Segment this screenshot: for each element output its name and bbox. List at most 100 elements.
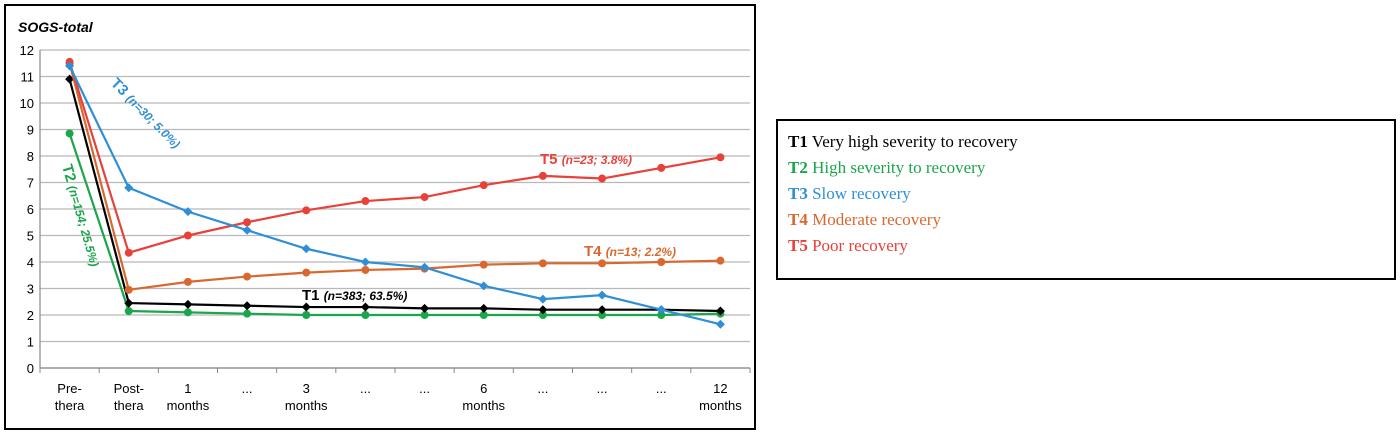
y-tick-label: 1 [27, 335, 34, 350]
data-point [124, 183, 134, 193]
data-point [124, 307, 133, 316]
x-tick-label: thera [114, 398, 144, 413]
data-point [657, 163, 666, 172]
data-point [361, 197, 370, 206]
data-point [716, 153, 725, 162]
data-point [715, 319, 725, 329]
annotation-t3: T3 (n=30; 5.0%) [107, 75, 184, 152]
annotation-detail: (n=30; 5.0%) [123, 92, 183, 152]
series-line-t4 [68, 62, 721, 292]
data-point [65, 74, 75, 84]
data-point [420, 303, 430, 313]
series-line-t2 [68, 133, 721, 317]
annotation-t4: T4 (n=13; 2.2%) [584, 243, 676, 260]
legend-code: T1 [788, 132, 808, 151]
annotation-detail: (n=23; 3.8%) [562, 153, 632, 167]
legend-item-t3: T3 Slow recovery [788, 181, 1384, 207]
annotation-t5: T5 (n=23; 3.8%) [540, 151, 632, 168]
x-tick-label: months [462, 398, 505, 413]
data-point [657, 258, 666, 266]
series-line-t1 [68, 78, 721, 313]
line-chart: SOGS-total0123456789101112Pre-theraPost-… [18, 19, 751, 413]
annotation-code: T2 [58, 162, 80, 188]
data-point [538, 294, 548, 304]
data-point [656, 305, 666, 315]
annotation-detail: (n=154; 25.5%) [65, 184, 102, 268]
data-point [243, 309, 252, 318]
legend-item-t5: T5 Poor recovery [788, 233, 1384, 259]
data-point [538, 171, 547, 180]
y-tick-label: 12 [20, 43, 34, 58]
legend-code: T2 [788, 158, 808, 177]
data-point [597, 290, 607, 300]
legend-label: Moderate recovery [812, 210, 941, 229]
chart-title: SOGS-total [18, 19, 94, 35]
data-point [360, 257, 370, 267]
y-tick-label: 10 [20, 96, 34, 111]
x-tick-label: thera [55, 398, 85, 413]
data-point [243, 272, 252, 281]
x-tick-label: 3 [303, 381, 310, 396]
data-point [183, 277, 192, 286]
annotation-t1: T1 (n=383; 63.5%) [302, 287, 407, 304]
x-tick-label: ... [537, 381, 548, 396]
data-point [65, 61, 75, 71]
data-point [301, 302, 311, 312]
data-point [479, 260, 488, 269]
x-tick-label: ... [419, 381, 430, 396]
x-tick-label: months [699, 398, 742, 413]
data-point [716, 256, 725, 265]
y-tick-label: 0 [27, 361, 34, 376]
legend-code: T5 [788, 236, 808, 255]
x-tick-label: ... [597, 381, 608, 396]
y-tick-label: 5 [27, 229, 34, 244]
data-point [598, 174, 607, 183]
legend-label: Very high severity to recovery [811, 132, 1018, 151]
data-point [360, 302, 370, 312]
annotation-detail: (n=13; 2.2%) [606, 245, 676, 259]
data-point [183, 231, 192, 240]
data-point [598, 259, 607, 268]
data-point [361, 311, 370, 319]
series-line-t3 [68, 65, 721, 326]
data-point [302, 206, 311, 215]
annotation-code: T5 [540, 151, 562, 168]
y-tick-label: 7 [27, 176, 34, 191]
series-line-t5 [68, 61, 721, 255]
data-point [361, 265, 370, 274]
data-point [479, 181, 488, 190]
y-tick-label: 3 [27, 282, 34, 297]
annotation-detail: (n=383; 63.5%) [324, 289, 408, 303]
legend-item-t2: T2 High severity to recovery [788, 155, 1384, 181]
y-tick-label: 9 [27, 123, 34, 138]
legend-label: Slow recovery [812, 184, 911, 203]
data-point [538, 305, 548, 315]
legend-item-t1: T1 Very high severity to recovery [788, 129, 1384, 155]
data-point [183, 207, 193, 217]
x-tick-label: Pre- [57, 381, 82, 396]
data-point [301, 244, 311, 254]
data-point [598, 311, 607, 319]
x-tick-label: Post- [114, 381, 144, 396]
data-point [65, 129, 74, 138]
data-point [183, 299, 193, 309]
x-tick-label: ... [242, 381, 253, 396]
legend-label: High severity to recovery [812, 158, 986, 177]
y-tick-label: 11 [21, 70, 35, 85]
data-point [538, 259, 547, 268]
data-point [242, 301, 252, 311]
annotation-code: T1 [302, 287, 324, 304]
data-point [538, 311, 547, 319]
x-tick-label: months [167, 398, 210, 413]
data-point [124, 285, 133, 294]
legend-code: T4 [788, 210, 808, 229]
data-point [420, 262, 430, 272]
x-tick-label: 6 [480, 381, 487, 396]
data-point [420, 193, 429, 202]
data-point [479, 281, 489, 291]
y-tick-label: 4 [27, 255, 34, 270]
data-point [715, 306, 725, 316]
chart-frame: SOGS-total 0 1 2 3 4 5 6 7 8 9 10 11 12 Pre-thera Post-… [4, 4, 756, 430]
data-point [302, 268, 311, 277]
data-point [243, 218, 252, 227]
